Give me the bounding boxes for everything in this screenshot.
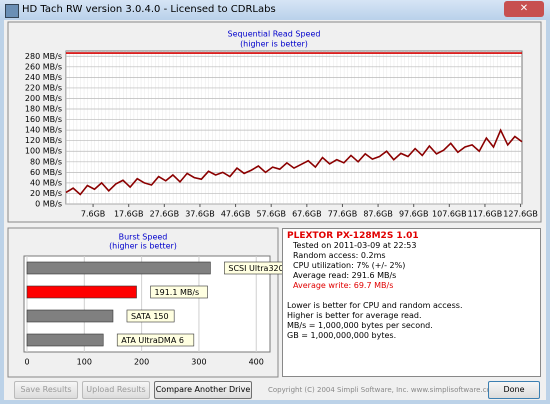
x-tick-label: 127.6GB — [503, 210, 538, 219]
x-tick-label: 200 — [134, 358, 149, 367]
chart-subtitle: (higher is better) — [240, 40, 308, 49]
x-tick-label: 7.6GB — [81, 210, 105, 219]
close-button[interactable]: ✕ — [504, 1, 544, 17]
read-minor-grid — [66, 51, 522, 204]
y-tick-label: 80 MB/s — [30, 157, 62, 166]
info-line: Average read: 291.6 MB/s — [293, 271, 397, 280]
chart-subtitle: (higher is better) — [109, 242, 177, 251]
x-tick-label: 117.6GB — [468, 210, 503, 219]
y-tick-label: 40 MB/s — [30, 178, 62, 187]
y-tick-label: 160 MB/s — [25, 115, 62, 124]
note: MB/s = 1,000,000 bytes per second. — [287, 321, 433, 330]
chart-title: Sequential Read Speed — [228, 30, 321, 39]
info-line: Average write: 69.7 MB/s — [293, 281, 394, 290]
label-box — [116, 333, 195, 347]
bar — [26, 261, 211, 275]
note: Higher is better for average read. — [287, 311, 422, 320]
x-tick-label: 0 — [24, 358, 29, 367]
y-tick-label: 0 MB/s — [35, 200, 62, 209]
y-tick-label: 260 MB/s — [25, 62, 62, 71]
bar-label: 191.1 MB/s — [155, 288, 200, 297]
label-box — [150, 285, 208, 299]
window-title: HD Tach RW version 3.0.4.0 - Licensed to… — [22, 4, 276, 15]
note: GB = 1,000,000,000 bytes. — [287, 331, 397, 340]
x-tick-label: 47.6GB — [221, 210, 251, 219]
info-panel: PLEXTOR PX-128M2S 1.01 Tested on 2011-03… — [282, 228, 541, 377]
title-bar: HD Tach RW version 3.0.4.0 - Licensed to… — [0, 0, 550, 20]
x-tick-label: 67.6GB — [292, 210, 322, 219]
copyright: Copyright (C) 2004 Simpli Software, Inc.… — [268, 386, 498, 394]
x-tick-label: 107.6GB — [432, 210, 467, 219]
x-tick-label: 37.6GB — [185, 210, 215, 219]
note: Lower is better for CPU and random acces… — [287, 301, 463, 310]
y-tick-label: 100 MB/s — [25, 147, 62, 156]
y-tick-label: 20 MB/s — [30, 189, 62, 198]
x-tick-label: 87.6GB — [363, 210, 393, 219]
done-button[interactable]: Done — [488, 381, 540, 399]
save-button[interactable]: Save Results — [14, 381, 78, 399]
bar — [26, 333, 104, 347]
info-line: CPU utilization: 7% (+/- 2%) — [293, 261, 406, 270]
bar-label: SATA 150 — [131, 312, 169, 321]
x-tick-label: 300 — [191, 358, 206, 367]
x-tick-label: 57.6GB — [256, 210, 286, 219]
x-tick-label: 27.6GB — [150, 210, 180, 219]
y-tick-label: 60 MB/s — [30, 168, 62, 177]
y-tick-label: 220 MB/s — [25, 83, 62, 92]
x-tick-label: 400 — [249, 358, 264, 367]
bar-label: ATA UltraDMA 6 — [121, 336, 184, 345]
x-tick-label: 100 — [77, 358, 92, 367]
bar — [26, 309, 114, 323]
drive-name: PLEXTOR PX-128M2S 1.01 — [287, 231, 419, 241]
bar-label: SCSI Ultra320 — [228, 264, 283, 273]
info-line: Random access: 0.2ms — [293, 251, 386, 260]
x-tick-label: 77.6GB — [328, 210, 358, 219]
x-tick-label: 97.6GB — [399, 210, 429, 219]
y-tick-label: 280 MB/s — [25, 52, 62, 61]
app-icon — [5, 4, 19, 18]
data-line — [65, 128, 523, 196]
bar — [26, 285, 137, 299]
chart-title: Burst Speed — [119, 233, 168, 242]
label-box — [126, 309, 175, 323]
y-tick-label: 180 MB/s — [25, 105, 62, 114]
upload-button[interactable]: Upload Results — [82, 381, 150, 399]
info-line: Tested on 2011-03-09 at 22:53 — [293, 241, 417, 250]
compare-button[interactable]: Compare Another Drive — [154, 381, 252, 399]
y-tick-label: 200 MB/s — [25, 94, 62, 103]
y-tick-label: 240 MB/s — [25, 73, 62, 82]
y-tick-label: 120 MB/s — [25, 136, 62, 145]
y-tick-label: 140 MB/s — [25, 126, 62, 135]
x-tick-label: 17.6GB — [114, 210, 144, 219]
